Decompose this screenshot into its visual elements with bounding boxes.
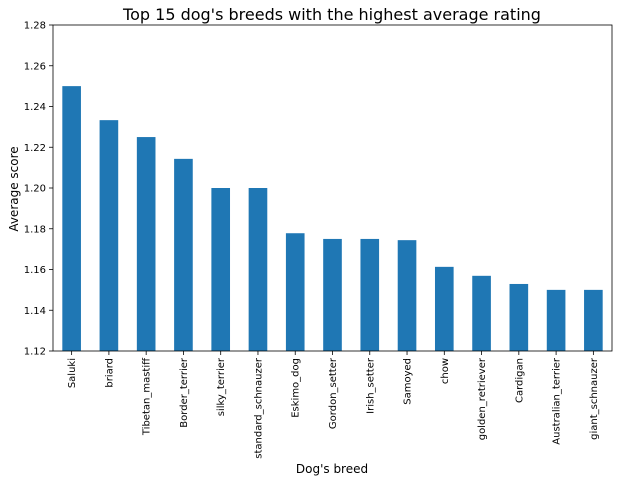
x-tick-label-10: chow (440, 358, 451, 384)
x-tick-label-13: Australian_terrier (552, 357, 563, 445)
y-tick-label-6: 1.24 (24, 102, 46, 113)
bar-13 (546, 289, 566, 351)
y-tick-label-1: 1.14 (24, 306, 46, 317)
y-axis-label: Average score (7, 146, 21, 231)
bar-1 (99, 120, 119, 352)
y-tick-label-5: 1.22 (24, 143, 46, 154)
bar-7 (323, 238, 342, 351)
x-tick-label-14: giant_schnauzer (589, 357, 600, 440)
x-tick-label-7: Gordon_setter (328, 357, 339, 429)
y-tick-label-3: 1.18 (24, 224, 46, 235)
bar-8 (360, 238, 380, 351)
bar-10 (434, 266, 454, 351)
y-tick-label-4: 1.20 (24, 184, 46, 195)
x-axis-label: Dog's breed (296, 462, 368, 476)
bar-5 (248, 188, 268, 351)
x-tick-label-11: golden_retriever (477, 357, 488, 440)
x-tick-label-1: briard (104, 358, 115, 388)
bar-4 (211, 188, 231, 351)
bar-3 (174, 158, 193, 351)
plot-area: 1.12 1.14 1.16 1.18 1.20 1.22 1.24 1.26 1.28 Salu… (24, 21, 613, 459)
x-tick-label-9: Samoyed (403, 358, 414, 405)
x-tick-label-12: Cardigan (514, 358, 525, 403)
y-tick-label-7: 1.26 (24, 61, 46, 72)
x-tick-label-3: Border_terrier (179, 357, 190, 428)
y-tick-label-0: 1.12 (24, 347, 46, 358)
x-tick-label-0: Saluki (67, 358, 78, 388)
chart-title: Top 15 dog's breeds with the highest ave… (122, 5, 541, 24)
x-tick-label-4: silky_terrier (216, 357, 227, 416)
y-tick-label-2: 1.16 (24, 265, 46, 276)
bar-12 (509, 283, 529, 351)
bar-0 (62, 86, 81, 351)
bar-2 (136, 137, 156, 351)
x-tick-label-8: Irish_setter (365, 357, 376, 414)
bar-14 (584, 289, 603, 351)
x-tick-label-5: standard_schnauzer (253, 357, 264, 459)
bar-11 (472, 275, 491, 351)
x-tick-label-2: Tibetan_mastiff (142, 357, 153, 436)
x-tick-label-6: Eskimo_dog (291, 358, 302, 418)
y-tick-label-8: 1.28 (24, 21, 46, 32)
bar-6 (285, 233, 305, 351)
bar-9 (397, 240, 417, 351)
